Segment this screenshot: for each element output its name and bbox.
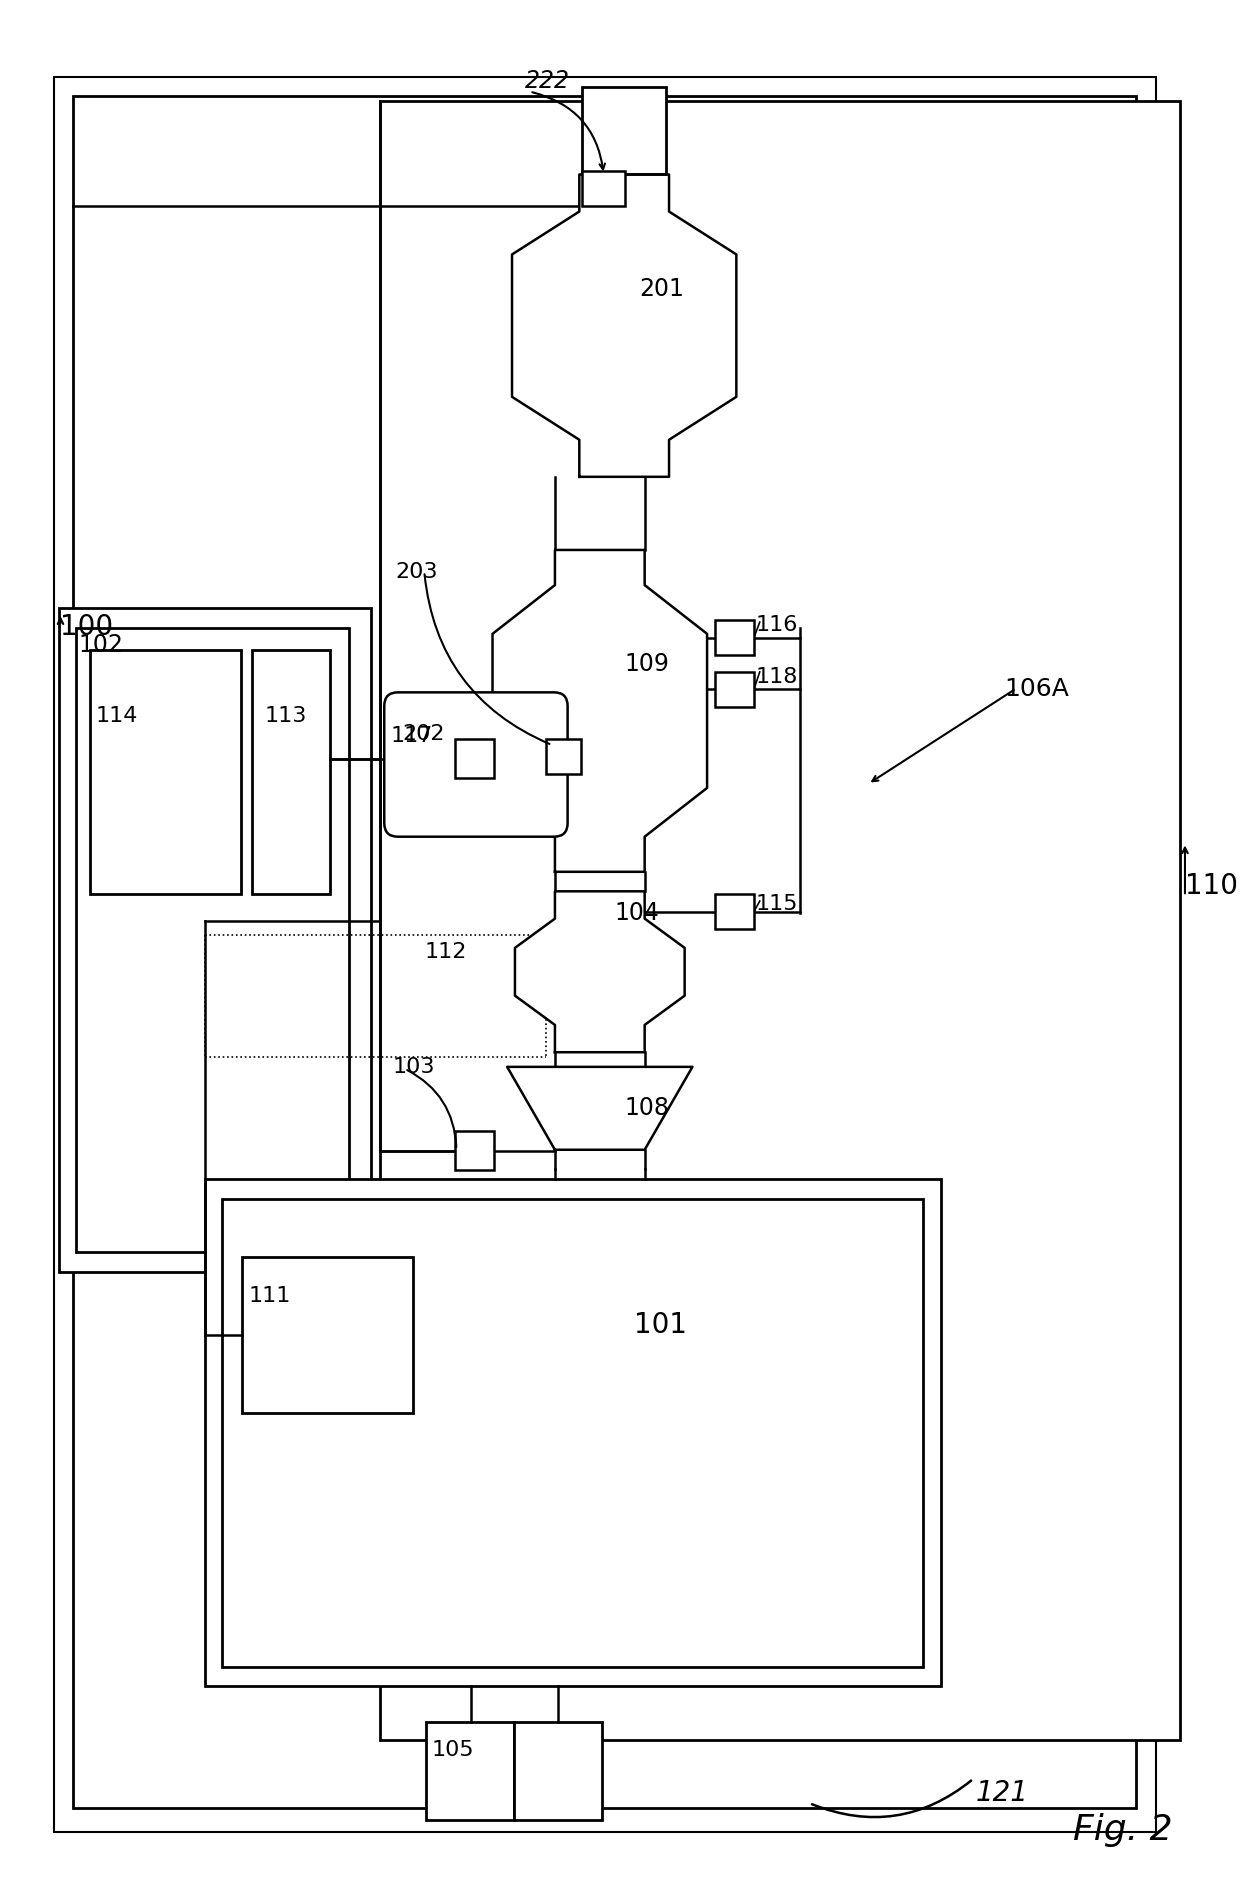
Polygon shape bbox=[507, 1067, 692, 1150]
FancyBboxPatch shape bbox=[205, 1179, 941, 1686]
Text: 201: 201 bbox=[639, 277, 683, 302]
Polygon shape bbox=[492, 551, 707, 871]
FancyBboxPatch shape bbox=[583, 87, 666, 175]
FancyBboxPatch shape bbox=[455, 739, 495, 779]
Text: 203: 203 bbox=[396, 562, 438, 581]
FancyBboxPatch shape bbox=[242, 1258, 413, 1413]
FancyBboxPatch shape bbox=[73, 96, 1136, 1809]
FancyBboxPatch shape bbox=[53, 77, 1156, 1833]
Text: Fig. 2: Fig. 2 bbox=[1073, 1812, 1173, 1846]
FancyBboxPatch shape bbox=[513, 1722, 601, 1820]
FancyBboxPatch shape bbox=[715, 894, 754, 930]
Text: 109: 109 bbox=[624, 653, 670, 677]
Text: 100: 100 bbox=[61, 613, 114, 641]
Polygon shape bbox=[515, 892, 684, 1052]
Text: 115: 115 bbox=[756, 894, 799, 915]
FancyBboxPatch shape bbox=[583, 170, 625, 206]
Text: 114: 114 bbox=[95, 705, 138, 726]
FancyBboxPatch shape bbox=[546, 739, 582, 775]
Text: 112: 112 bbox=[424, 941, 466, 962]
Polygon shape bbox=[512, 175, 737, 477]
Text: 108: 108 bbox=[624, 1096, 670, 1120]
Text: 116: 116 bbox=[756, 615, 799, 636]
FancyBboxPatch shape bbox=[222, 1198, 923, 1667]
Text: 102: 102 bbox=[78, 634, 123, 656]
Text: 222: 222 bbox=[525, 70, 569, 92]
Text: 111: 111 bbox=[249, 1286, 291, 1307]
FancyBboxPatch shape bbox=[427, 1722, 513, 1820]
Text: 113: 113 bbox=[264, 705, 306, 726]
Text: 121: 121 bbox=[976, 1778, 1028, 1807]
FancyBboxPatch shape bbox=[89, 651, 241, 894]
FancyBboxPatch shape bbox=[384, 692, 568, 837]
Text: 117: 117 bbox=[391, 726, 433, 745]
FancyBboxPatch shape bbox=[76, 628, 350, 1252]
Text: 118: 118 bbox=[756, 668, 799, 687]
FancyBboxPatch shape bbox=[455, 1132, 495, 1169]
FancyBboxPatch shape bbox=[381, 102, 1180, 1739]
FancyBboxPatch shape bbox=[252, 651, 330, 894]
FancyBboxPatch shape bbox=[715, 620, 754, 654]
Text: 202: 202 bbox=[403, 724, 445, 743]
Text: 104: 104 bbox=[615, 902, 660, 924]
Text: 105: 105 bbox=[432, 1739, 475, 1760]
Text: 106A: 106A bbox=[1004, 677, 1069, 702]
Text: 110: 110 bbox=[1185, 871, 1238, 900]
Text: 103: 103 bbox=[393, 1058, 435, 1077]
FancyBboxPatch shape bbox=[715, 671, 754, 707]
FancyBboxPatch shape bbox=[58, 609, 371, 1271]
Text: 101: 101 bbox=[634, 1311, 687, 1339]
